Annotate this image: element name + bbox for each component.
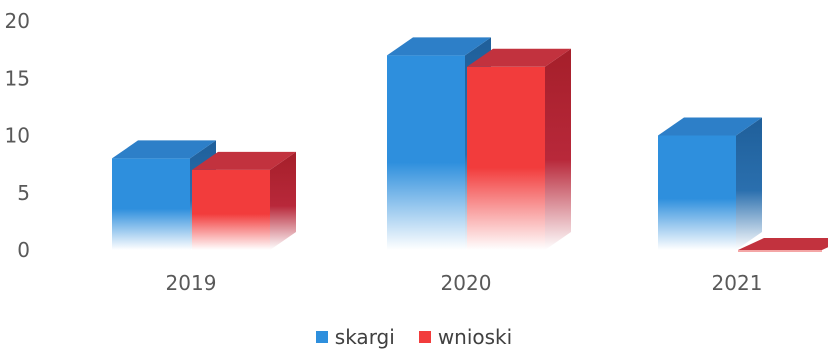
bar-wnioski-2020 (467, 48, 571, 250)
legend-item-wnioski: wnioski (418, 324, 513, 349)
bar-wnioski-2021 (738, 238, 828, 252)
bar-top-wnioski-2020 (467, 48, 571, 67)
bar-top-skargi-2019 (112, 140, 216, 159)
bar-front-skargi-2019 (112, 158, 190, 250)
y-axis: 0 5 10 15 20 (5, 9, 30, 262)
y-tick-label-20: 20 (5, 9, 30, 33)
x-tick-label-2021: 2021 (712, 271, 763, 295)
x-tick-label-2019: 2019 (166, 271, 217, 295)
bar-side-wnioski-2020 (545, 48, 571, 250)
bar-wnioski-2019 (192, 151, 296, 250)
y-tick-label-15: 15 (5, 66, 30, 90)
bar-front-wnioski-2020 (467, 66, 545, 250)
bar-side-wnioski-2019 (270, 151, 296, 250)
bar-top-skargi-2021 (658, 117, 762, 136)
legend-swatch-wnioski (418, 330, 431, 343)
bar-top-wnioski-2021 (738, 238, 828, 250)
bar-top-wnioski-2019 (192, 151, 296, 170)
legend-label-wnioski: wnioski (437, 324, 513, 349)
bars (112, 37, 828, 252)
x-tick-label-2020: 2020 (441, 271, 492, 295)
bar-front-wnioski-2019 (192, 169, 270, 250)
y-tick-label-10: 10 (5, 124, 30, 148)
y-tick-label-0: 0 (17, 238, 30, 262)
bar-front-skargi-2020 (387, 55, 465, 250)
legend-swatch-skargi (315, 330, 328, 343)
legend: skargi wnioski (0, 324, 828, 349)
bar-side-skargi-2021 (736, 117, 762, 250)
y-tick-label-5: 5 (17, 181, 30, 205)
legend-label-skargi: skargi (334, 324, 395, 349)
legend-item-skargi: skargi (315, 324, 395, 349)
bar-top-skargi-2020 (387, 37, 491, 56)
bar-front-skargi-2021 (658, 135, 736, 250)
bar-skargi-2021 (658, 117, 762, 250)
x-axis: 2019 2020 2021 (166, 271, 763, 295)
